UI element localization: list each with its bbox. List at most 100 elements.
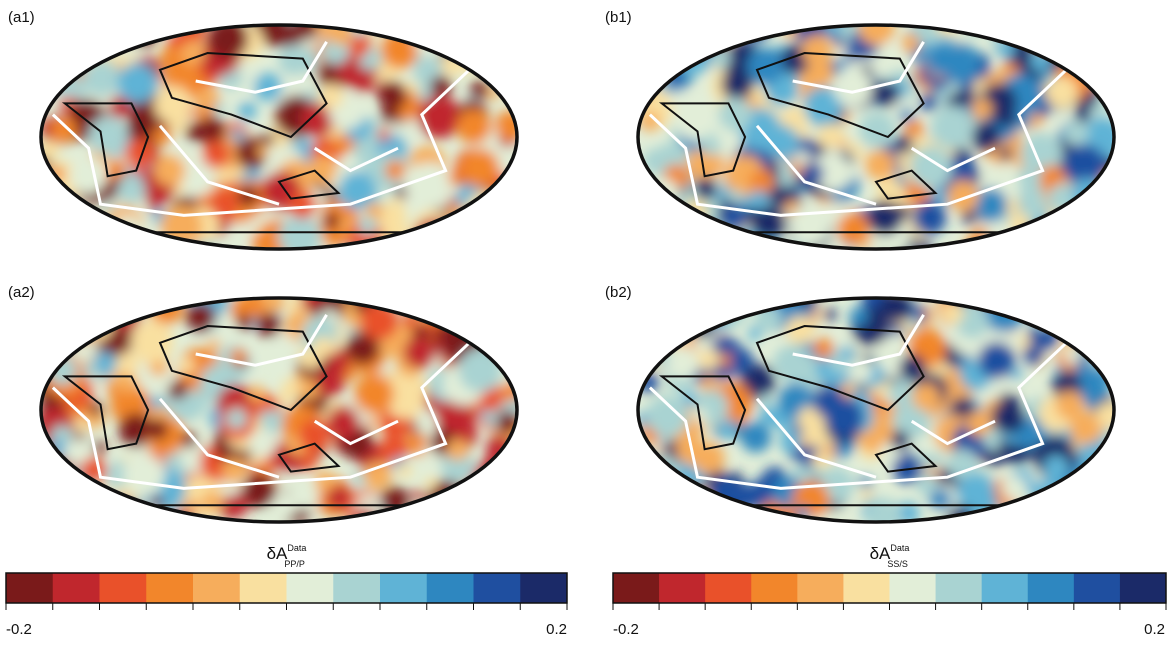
anomaly-blob: [278, 44, 310, 76]
anomaly-blob: [207, 339, 221, 352]
anomaly-blob: [116, 352, 140, 375]
anomaly-blob: [52, 494, 77, 519]
anomaly-blob: [706, 231, 732, 249]
anomaly-blob: [88, 116, 128, 156]
colorbar-band: [473, 573, 521, 603]
anomaly-blob: [314, 470, 336, 492]
anomaly-blob: [713, 228, 740, 249]
anomaly-blob: [73, 212, 99, 237]
anomaly-blob: [450, 481, 490, 522]
anomaly-blob: [89, 305, 105, 321]
anomaly-blob: [98, 497, 141, 522]
anomaly-blob: [475, 496, 508, 522]
map-outline: [39, 296, 519, 524]
colorbar-band: [380, 573, 428, 603]
anomaly-blob: [996, 25, 1012, 41]
anomaly-blob: [188, 485, 206, 503]
anomaly-blob: [858, 111, 896, 149]
colorbar-band: [659, 573, 706, 603]
anomaly-blob: [446, 221, 466, 240]
anomaly-blob: [41, 29, 78, 71]
anomaly-blob: [430, 75, 452, 98]
anomaly-blob: [41, 211, 69, 247]
anomaly-blob: [41, 508, 49, 522]
anomaly-blob: [278, 214, 322, 249]
anomaly-blob: [1034, 218, 1077, 249]
anomaly-blob: [202, 140, 231, 169]
anomaly-blob: [727, 189, 743, 204]
anomaly-blob: [1074, 201, 1114, 241]
anomaly-blob: [646, 395, 689, 438]
anomaly-blob: [779, 431, 801, 453]
anomaly-blob: [235, 314, 252, 331]
anomaly-blob: [789, 204, 831, 247]
anomaly-blob: [801, 162, 824, 185]
anomaly-blob: [1079, 324, 1103, 347]
anomaly-blob: [382, 199, 407, 225]
anomaly-blob: [257, 409, 283, 436]
anomaly-blob: [741, 509, 761, 522]
anomaly-blob: [642, 148, 668, 174]
anomaly-blob: [693, 230, 729, 249]
panel-label: (b1): [605, 9, 632, 26]
anomaly-blob: [1045, 76, 1078, 109]
anomaly-blob: [912, 200, 947, 235]
anomaly-blob: [363, 461, 392, 490]
colorbar-band: [981, 573, 1029, 603]
plate-boundary: [51, 314, 471, 490]
anomaly-blob: [645, 300, 690, 345]
anomaly-blob: [108, 95, 132, 119]
anomaly-blob: [966, 410, 993, 437]
anomaly-blob: [326, 406, 360, 440]
anomaly-blob: [41, 490, 61, 520]
anomaly-blob: [646, 488, 678, 520]
anomaly-blob: [495, 305, 517, 330]
colorbar-band: [333, 573, 381, 603]
anomaly-blob: [79, 26, 98, 44]
anomaly-blob: [638, 73, 654, 102]
tick-label: 0.2: [1144, 621, 1165, 638]
anomaly-blob: [649, 336, 670, 357]
anomaly-blob: [696, 347, 720, 371]
anomaly-blob: [1017, 27, 1035, 45]
anomaly-blob: [185, 301, 216, 333]
anomaly-blob: [81, 303, 97, 319]
anomaly-blob: [91, 32, 107, 48]
anomaly-blob: [898, 354, 926, 382]
anomaly-blob: [153, 154, 186, 187]
anomaly-blob: [1009, 367, 1023, 381]
anomaly-blob: [1068, 494, 1088, 514]
anomaly-blob: [1044, 491, 1087, 522]
anomaly-blob: [69, 25, 98, 53]
anomaly-blob: [41, 209, 74, 242]
anomaly-blob: [493, 298, 517, 322]
anomaly-blob: [482, 204, 517, 243]
anomaly-blob: [649, 212, 662, 225]
colorbar-band: [797, 573, 844, 603]
anomaly-blob: [469, 80, 489, 100]
anomaly-blob: [668, 25, 694, 43]
anomaly-blob: [692, 442, 726, 475]
anomaly-blob: [784, 105, 807, 128]
anomaly-blob: [759, 393, 775, 410]
colorbar-band: [1119, 573, 1167, 603]
tick-label: -0.2: [613, 621, 639, 638]
anomaly-blob: [47, 355, 78, 386]
anomaly-blob: [323, 212, 340, 229]
anomaly-blob: [117, 62, 158, 104]
anomaly-blob: [230, 129, 244, 143]
anomaly-blob: [478, 386, 504, 412]
anomaly-blob: [130, 320, 174, 363]
anomaly-blob: [53, 484, 90, 522]
anomaly-blob: [261, 298, 285, 314]
anomaly-blob: [665, 346, 700, 380]
anomaly-blob: [773, 344, 812, 384]
anomaly-blob: [355, 142, 375, 162]
anomaly-blob: [977, 341, 1016, 380]
anomaly-blob: [955, 305, 990, 340]
anomaly-blob: [1055, 390, 1085, 420]
anomaly-blob: [683, 25, 725, 55]
anomaly-blob: [1016, 181, 1046, 211]
anomaly-blob: [122, 453, 166, 496]
anomaly-blob: [41, 458, 58, 479]
